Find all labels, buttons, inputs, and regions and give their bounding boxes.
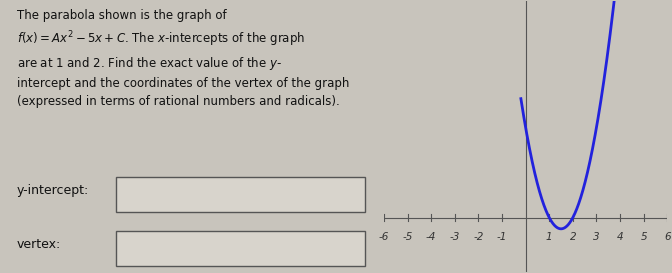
FancyBboxPatch shape	[116, 231, 365, 266]
Text: 1: 1	[546, 232, 552, 242]
Text: 3: 3	[593, 232, 600, 242]
Text: y-intercept:: y-intercept:	[17, 184, 89, 197]
Text: -3: -3	[450, 232, 460, 242]
Text: -6: -6	[379, 232, 389, 242]
Text: The parabola shown is the graph of
$f(x) = Ax^2 - 5x + C$. The $x$-intercepts of: The parabola shown is the graph of $f(x)…	[17, 10, 349, 108]
Text: 6: 6	[664, 232, 671, 242]
Text: -2: -2	[473, 232, 484, 242]
Text: -4: -4	[426, 232, 436, 242]
Text: 5: 5	[640, 232, 647, 242]
Text: vertex:: vertex:	[17, 238, 61, 251]
Text: -1: -1	[497, 232, 507, 242]
Text: 2: 2	[570, 232, 576, 242]
Text: 4: 4	[617, 232, 624, 242]
FancyBboxPatch shape	[116, 177, 365, 212]
Text: -5: -5	[403, 232, 413, 242]
